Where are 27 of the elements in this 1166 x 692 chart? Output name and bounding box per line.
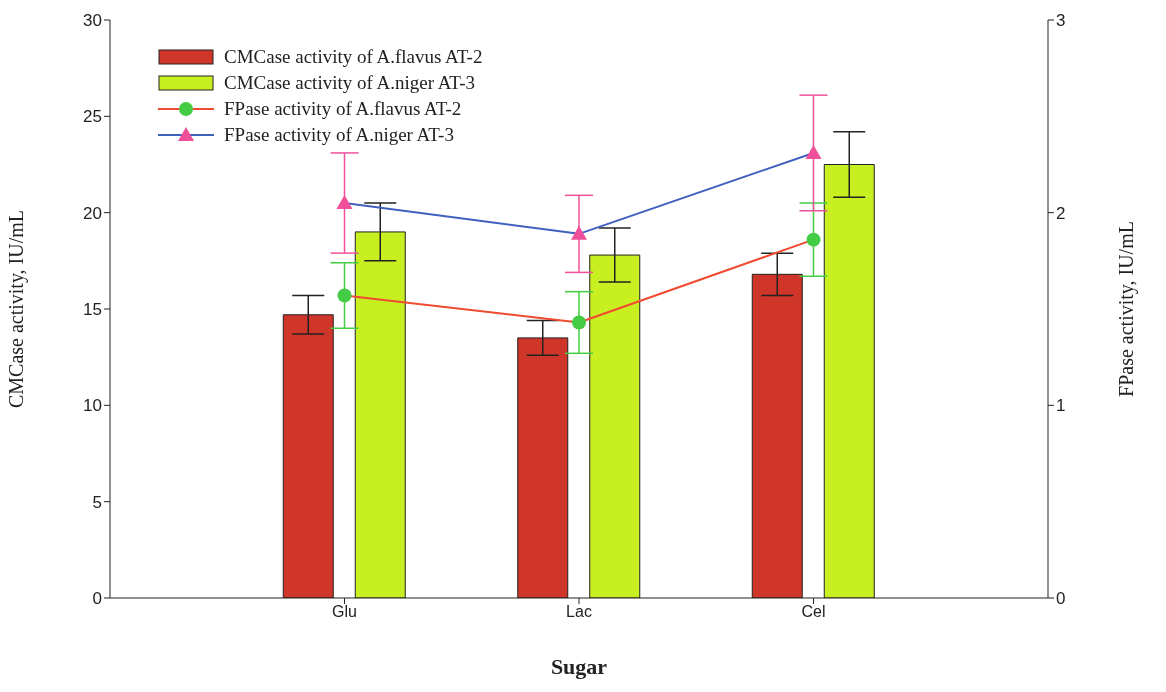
- y-tick-label: 30: [83, 11, 102, 31]
- y-tick-label: 25: [83, 107, 102, 127]
- legend-label: CMCase activity of A.flavus AT-2: [224, 46, 483, 68]
- x-tick-label: Cel: [801, 603, 826, 621]
- y2-tick-label: 1: [1056, 396, 1066, 416]
- point: [336, 195, 353, 210]
- point: [571, 225, 587, 240]
- y2-tick-label: 3: [1056, 11, 1066, 31]
- point: [805, 144, 822, 159]
- legend-label: CMCase activity of A.niger AT-3: [224, 72, 476, 94]
- y2-tick-label: 0: [1056, 589, 1066, 609]
- point: [337, 288, 352, 303]
- point: [572, 315, 586, 330]
- y2-tick-label: 2: [1056, 203, 1066, 223]
- y-tick-label: 0: [92, 589, 102, 609]
- x-tick-label: Lac: [566, 603, 592, 621]
- y-axis-title: CMCase activity, IU/mL: [5, 209, 29, 409]
- x-axis-title: Sugar: [550, 654, 608, 679]
- y-tick-label: 20: [83, 203, 102, 223]
- point: [806, 232, 821, 247]
- y-tick-label: 10: [83, 396, 102, 416]
- x-tick-label: Glu: [332, 603, 357, 621]
- y2-axis-title: FPase activity, IU/mL: [1115, 221, 1139, 397]
- legend-label: FPase activity of A.niger AT-3: [224, 124, 454, 146]
- y-tick-label: 5: [92, 492, 102, 512]
- legend-label: FPase activity of A.flavus AT-2: [224, 98, 462, 120]
- y-tick-label: 15: [83, 300, 102, 320]
